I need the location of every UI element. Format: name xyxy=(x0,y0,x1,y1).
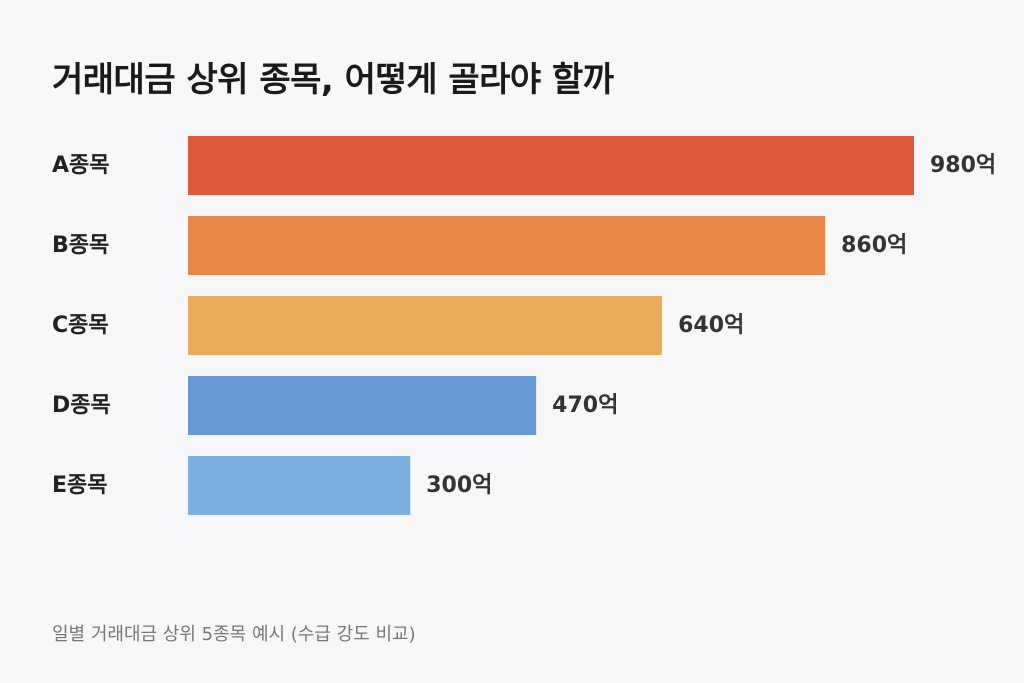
bar xyxy=(188,216,826,275)
chart-footnote: 일별 거래대금 상위 5종목 예시 (수급 강도 비교) xyxy=(52,624,416,645)
bar xyxy=(188,136,914,195)
value-label: 470억 xyxy=(552,393,618,418)
value-label: 860억 xyxy=(841,233,907,258)
bar xyxy=(188,456,411,515)
category-label: B종목 xyxy=(52,233,109,258)
category-label: D종목 xyxy=(52,393,111,418)
category-label: C종목 xyxy=(52,313,109,338)
value-label: 300억 xyxy=(426,473,492,498)
category-label: E종목 xyxy=(52,473,108,498)
value-label: 640억 xyxy=(678,313,744,338)
chart-title: 거래대금 상위 종목, 어떻게 골라야 할까 xyxy=(52,60,614,100)
bar xyxy=(188,376,537,435)
bar xyxy=(188,296,663,355)
value-label: 980억 xyxy=(930,153,996,178)
category-label: A종목 xyxy=(52,153,110,178)
